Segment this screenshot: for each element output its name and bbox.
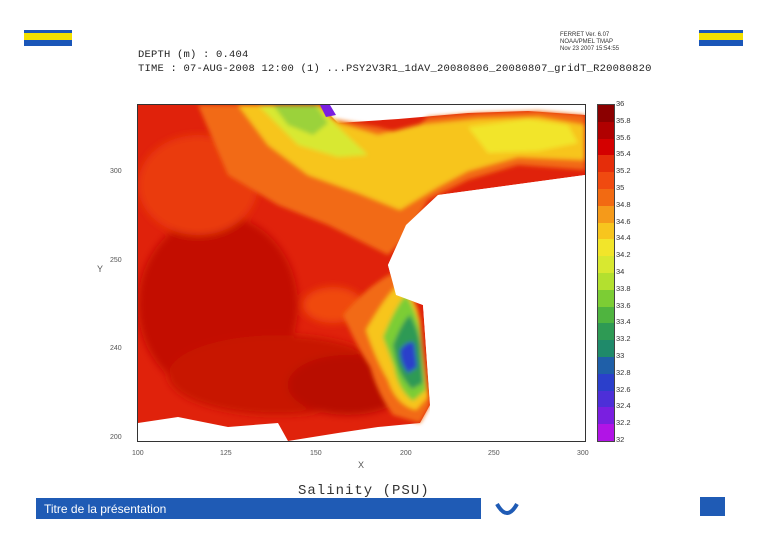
colorbar-swatch: [598, 138, 614, 156]
x-tick: 250: [488, 450, 500, 457]
x-tick: 125: [220, 450, 232, 457]
colorbar-label: 35.6: [616, 132, 631, 142]
colorbar-label: 35.4: [616, 149, 631, 159]
ferret-date: Nov 23 2007 15:54:55: [560, 46, 620, 52]
ferret-org: NOAA/PMEL TMAP: [560, 39, 614, 45]
footer-bar: Titre de la présentation: [36, 498, 481, 519]
colorbar-swatch: [598, 121, 614, 140]
colorbar-swatch: [598, 105, 614, 123]
y-tick: 240: [110, 345, 122, 352]
colorbar-label: 32.2: [616, 418, 631, 428]
colorbar-swatch: [598, 222, 614, 240]
colorbar-swatch: [598, 407, 614, 425]
depth-line: DEPTH (m) : 0.404: [138, 49, 249, 61]
colorbar-swatch: [598, 273, 614, 291]
colorbar-swatch: [598, 239, 614, 257]
x-tick: 100: [132, 450, 144, 457]
colorbar-label: 33.6: [616, 300, 631, 310]
ferret-version: FERRET Ver. 6.07: [560, 32, 610, 38]
y-tick: 250: [110, 257, 122, 264]
colorbar-swatch: [598, 256, 614, 274]
x-tick: 300: [577, 450, 589, 457]
logo-stripes-left: [24, 30, 72, 46]
colorbar-swatch: [598, 390, 614, 408]
presentation-title: Titre de la présentation: [44, 502, 167, 516]
colorbar-swatch: [598, 205, 614, 224]
colorbar-swatch: [598, 357, 614, 375]
colorbar-label: 36: [616, 99, 625, 108]
y-tick: 300: [110, 168, 122, 175]
colorbar-label: 34.8: [616, 199, 631, 209]
x-tick: 150: [310, 450, 322, 457]
salinity-map-svg: [138, 105, 585, 441]
colorbar-swatch: [598, 306, 614, 324]
colorbar-swatch: [598, 155, 614, 173]
colorbar-label: 35.2: [616, 166, 631, 176]
colorbar-swatch: [598, 172, 614, 190]
colorbar-label: 32: [616, 435, 625, 444]
colorbar-label: 34.6: [616, 216, 631, 226]
colorbar-label: 34.2: [616, 250, 631, 260]
colorbar-label: 32.6: [616, 384, 631, 394]
footer-emblem: [495, 500, 519, 520]
logo-stripes-right: [699, 30, 743, 46]
footer-square: [700, 497, 725, 516]
x-tick: 200: [400, 450, 412, 457]
colorbar-label: 35.8: [616, 115, 631, 125]
y-tick: 200: [110, 434, 122, 441]
colorbar-swatch: [598, 289, 614, 308]
colorbar-swatch: [598, 340, 614, 358]
colorbar-swatch: [598, 424, 614, 442]
colorbar-label: 32.8: [616, 367, 631, 377]
colorbar-swatch: [598, 189, 614, 207]
variable-label: Salinity (PSU): [298, 483, 430, 499]
colorbar-swatch: [598, 373, 614, 392]
colorbar-swatch: [598, 323, 614, 341]
colorbar-label: 34: [616, 267, 625, 276]
colorbar: [597, 104, 615, 442]
colorbar-label: 35: [616, 183, 625, 192]
y-axis-label: Y: [97, 264, 104, 274]
time-line: TIME : 07-AUG-2008 12:00 (1) ...PSY2V3R1…: [138, 63, 652, 75]
ferret-info: FERRET Ver. 6.07 NOAA/PMEL TMAP Nov 23 2…: [560, 32, 619, 53]
colorbar-label: 34.4: [616, 233, 631, 243]
x-axis-label: X: [358, 460, 365, 470]
colorbar-label: 33.4: [616, 317, 631, 327]
colorbar-label: 33: [616, 351, 625, 360]
salinity-map: [137, 104, 586, 442]
colorbar-label: 33.8: [616, 283, 631, 293]
colorbar-label: 33.2: [616, 334, 631, 344]
colorbar-label: 32.4: [616, 401, 631, 411]
